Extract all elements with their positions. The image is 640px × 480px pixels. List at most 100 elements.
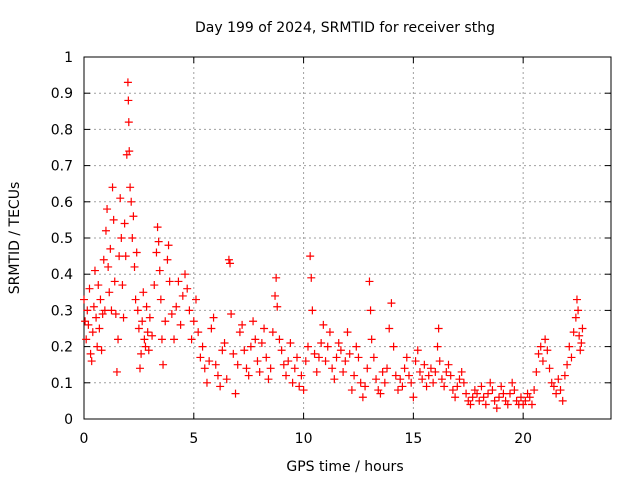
data-point [288,378,297,387]
data-point [380,378,389,387]
data-point [301,357,310,366]
data-point [361,382,370,391]
data-point [457,367,466,376]
data-point [92,313,101,322]
data-point [94,281,103,290]
data-point [440,382,449,391]
data-point [242,364,251,373]
data-point [437,375,446,384]
data-point [202,378,211,387]
data-point [104,262,113,271]
data-point [530,386,539,395]
data-point [569,328,578,337]
data-point [325,328,334,337]
data-point [343,328,352,337]
data-point [369,353,378,362]
data-point [137,349,146,358]
data-point [205,357,214,366]
data-point [372,375,381,384]
data-point [448,386,457,395]
data-point [178,291,187,300]
data-point [284,357,293,366]
data-point [363,364,372,373]
data-point [523,389,532,398]
data-point [227,310,236,319]
data-point [97,346,106,355]
data-point [118,281,127,290]
data-point [116,194,125,203]
data-point [431,367,440,376]
data-point [477,382,486,391]
data-point [133,306,142,315]
data-point [117,234,126,242]
data-point [497,382,506,391]
data-point [549,382,558,391]
data-point [181,270,190,279]
data-point [235,328,244,337]
data-point [103,205,112,214]
data-point [321,357,330,366]
data-point [505,389,514,398]
data-point [426,364,435,373]
y-tick-label: 0.3 [51,303,73,319]
data-point [560,371,569,380]
data-point [231,389,240,398]
data-point [545,364,554,373]
data-point [135,364,144,373]
data-point [229,349,238,358]
data-point [314,353,323,362]
data-point [110,277,119,286]
data-point [266,364,275,373]
data-point [139,288,148,297]
data-point [571,313,580,322]
data-point [159,360,168,369]
data-point [233,360,242,369]
data-point [128,234,137,242]
y-tick-label: 0.9 [51,86,73,102]
data-point [246,342,255,351]
data-point [273,302,282,311]
y-axis-label: SRMTID / TECUs [7,182,23,295]
data-point [282,371,291,380]
data-point [89,302,98,311]
data-point [563,360,572,369]
data-point [262,353,271,362]
data-point [378,367,387,376]
data-point [176,320,185,329]
data-point [527,400,536,409]
data-point [194,328,203,337]
data-point [574,306,583,315]
y-tick-label: 0.6 [51,195,73,211]
data-point [297,371,306,380]
data-point [198,342,207,351]
data-point [389,342,398,351]
y-tick-label: 0 [64,412,73,428]
data-point [572,295,581,304]
data-point [99,255,108,264]
data-point [174,277,183,286]
data-point [264,375,273,384]
data-point [543,346,552,355]
data-point [575,331,584,340]
data-point [492,404,501,413]
data-point [420,360,429,369]
data-point [554,375,563,384]
data-point [411,357,420,366]
data-point [200,364,209,373]
data-point [339,367,348,376]
data-point [519,400,528,409]
data-point [334,338,343,347]
data-point [356,378,365,387]
data-point [565,342,574,351]
data-point [407,378,416,387]
data-point [516,393,525,402]
data-point [207,324,216,333]
data-point [185,306,194,315]
data-point [510,386,519,395]
data-point [391,371,400,380]
data-point [218,346,227,355]
data-point [98,310,107,319]
data-point [525,393,534,402]
data-point [396,375,405,384]
